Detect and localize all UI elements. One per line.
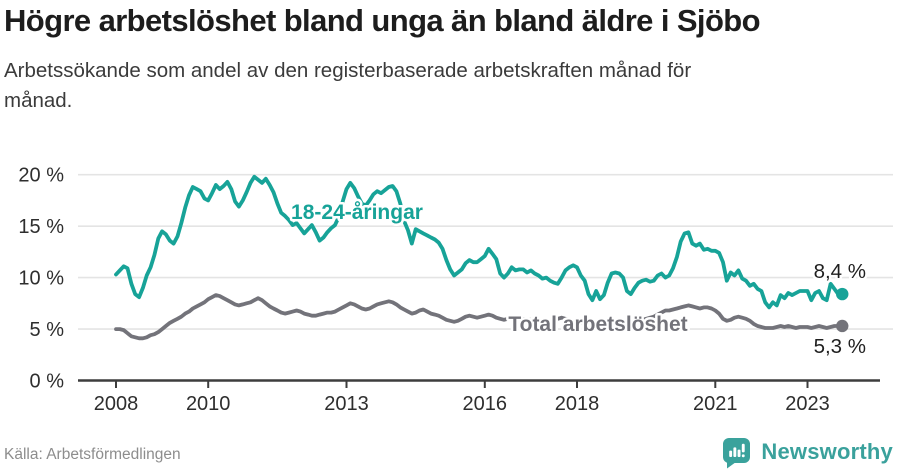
newsworthy-wordmark: Newsworthy [761, 439, 893, 464]
x-tick-label-2010: 2010 [186, 393, 231, 415]
x-tick-label-2013: 2013 [324, 393, 369, 415]
x-tick-label-2018: 2018 [555, 393, 600, 415]
x-tick-label-2016: 2016 [463, 393, 508, 415]
x-tick-label-2021: 2021 [693, 393, 738, 415]
y-tick-label-0: 0 % [30, 371, 65, 393]
series-label-young: 18-24-åringar [291, 201, 423, 224]
y-tick-label-5: 5 % [30, 319, 65, 341]
end-dot-young [836, 287, 849, 301]
y-tick-label-20: 20 % [18, 165, 64, 187]
chart-subtitle: Arbetssökande som andel av den registerb… [4, 59, 692, 112]
end-label-young: 8,4 % [814, 260, 866, 283]
source-note: Källa: Arbetsförmedlingen [4, 446, 181, 463]
end-label-total: 5,3 % [814, 335, 866, 358]
end-dot-total [836, 319, 849, 333]
series-line-total [114, 293, 841, 341]
series-label-total: Total arbetslöshet [508, 313, 687, 336]
y-tick-label-15: 15 % [18, 216, 64, 238]
y-tick-label-10: 10 % [18, 268, 64, 290]
series-line-young [114, 174, 841, 310]
x-tick-label-2023: 2023 [785, 393, 830, 415]
x-tick-label-2008: 2008 [94, 393, 139, 415]
newsworthy-logo: Newsworthy [720, 435, 893, 469]
chart-title: Högre arbetslöshet bland unga än bland ä… [4, 3, 761, 38]
newsworthy-speech-bubble-bar-chart-icon [723, 438, 751, 469]
